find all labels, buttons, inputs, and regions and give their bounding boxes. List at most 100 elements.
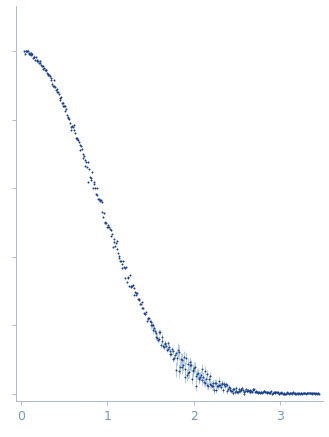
Point	[155, 337, 161, 344]
Point	[169, 346, 175, 353]
Point	[271, 388, 277, 395]
Point	[53, 83, 58, 90]
Point	[219, 379, 224, 386]
Point	[305, 390, 310, 397]
Point	[133, 291, 139, 298]
Point	[58, 96, 63, 103]
Point	[240, 387, 245, 394]
Point	[223, 383, 228, 390]
Point	[179, 364, 184, 371]
Point	[73, 135, 79, 142]
Point	[206, 375, 212, 382]
Point	[297, 390, 303, 397]
Point	[54, 86, 59, 93]
Point	[149, 322, 155, 329]
Point	[79, 145, 85, 152]
Point	[288, 389, 293, 396]
Point	[235, 388, 240, 395]
Point	[160, 334, 165, 341]
Point	[142, 310, 147, 317]
Point	[97, 197, 102, 204]
Point	[132, 289, 138, 296]
Point	[90, 184, 95, 191]
Point	[296, 390, 302, 397]
Point	[30, 55, 36, 62]
Point	[260, 390, 265, 397]
Point	[43, 66, 48, 73]
Point	[135, 295, 140, 302]
Point	[48, 75, 53, 82]
Point	[145, 316, 150, 323]
Point	[38, 59, 43, 66]
Point	[244, 387, 249, 394]
Point	[158, 342, 164, 349]
Point	[255, 389, 260, 396]
Point	[306, 389, 312, 396]
Point	[245, 387, 250, 394]
Point	[127, 272, 133, 279]
Point	[293, 390, 298, 397]
Point	[146, 314, 151, 321]
Point	[181, 354, 187, 361]
Point	[316, 390, 321, 397]
Point	[41, 65, 47, 72]
Point	[308, 389, 313, 396]
Point	[88, 177, 93, 184]
Point	[31, 53, 36, 60]
Point	[225, 388, 230, 395]
Point	[206, 382, 211, 389]
Point	[78, 142, 84, 149]
Point	[192, 364, 197, 371]
Point	[194, 371, 200, 378]
Point	[23, 48, 28, 55]
Point	[232, 386, 237, 393]
Point	[81, 154, 86, 161]
Point	[202, 367, 207, 374]
Point	[94, 191, 99, 198]
Point	[161, 343, 166, 350]
Point	[114, 245, 119, 252]
Point	[314, 390, 319, 397]
Point	[136, 296, 141, 303]
Point	[242, 390, 247, 397]
Point	[87, 173, 92, 180]
Point	[251, 386, 257, 393]
Point	[189, 362, 194, 369]
Point	[281, 389, 286, 396]
Point	[56, 90, 62, 97]
Point	[140, 305, 146, 312]
Point	[100, 208, 105, 215]
Point	[205, 382, 210, 388]
Point	[283, 390, 288, 397]
Point	[266, 390, 271, 397]
Point	[120, 258, 126, 265]
Point	[69, 123, 74, 130]
Point	[117, 257, 123, 264]
Point	[29, 49, 34, 56]
Point	[138, 301, 143, 308]
Point	[108, 232, 113, 239]
Point	[239, 387, 244, 394]
Point	[155, 334, 160, 341]
Point	[175, 347, 181, 354]
Point	[113, 243, 118, 250]
Point	[64, 112, 70, 119]
Point	[101, 209, 107, 216]
Point	[153, 329, 158, 336]
Point	[27, 50, 32, 57]
Point	[86, 179, 91, 186]
Point	[189, 375, 194, 382]
Point	[260, 389, 266, 396]
Point	[263, 389, 268, 396]
Point	[195, 369, 200, 376]
Point	[163, 340, 168, 347]
Point	[290, 390, 295, 397]
Point	[203, 375, 209, 382]
Point	[307, 390, 312, 397]
Point	[143, 310, 148, 317]
Point	[196, 375, 201, 382]
Point	[37, 58, 42, 65]
Point	[187, 359, 192, 366]
Point	[315, 390, 320, 397]
Point	[28, 52, 33, 59]
